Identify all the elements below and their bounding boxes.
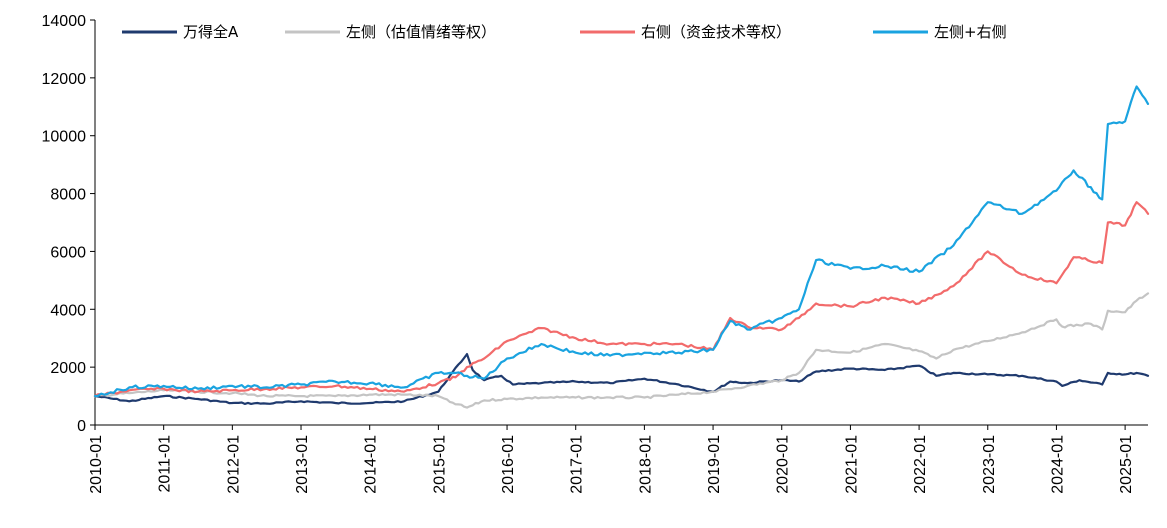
x-tick-label: 2010-01 — [88, 435, 105, 494]
legend-label: 左侧（估值情绪等权） — [346, 23, 496, 41]
y-tick-label: 6000 — [50, 244, 86, 261]
x-tick-label: 2018-01 — [637, 435, 654, 494]
x-tick-label: 2024-01 — [1049, 435, 1066, 494]
y-tick-label: 0 — [77, 418, 86, 435]
y-tick-label: 12000 — [42, 71, 87, 88]
x-tick-label: 2016-01 — [500, 435, 517, 494]
series-line-2 — [93, 201, 1150, 398]
x-tick-label: 2015-01 — [431, 435, 448, 494]
plot-area — [93, 85, 1150, 409]
x-tick-label: 2013-01 — [294, 435, 311, 494]
x-tick-label: 2019-01 — [706, 435, 723, 494]
legend-label: 万得全A — [183, 23, 239, 41]
x-tick-label: 2025-01 — [1118, 435, 1135, 494]
series-line-3 — [93, 85, 1150, 398]
y-tick-label: 10000 — [42, 129, 87, 146]
legend-label: 左侧+右侧 — [934, 23, 1007, 41]
legend-label: 右侧（资金技术等权） — [641, 23, 791, 41]
x-tick-label: 2021-01 — [843, 435, 860, 494]
x-tick-label: 2022-01 — [912, 435, 929, 494]
y-tick-label: 2000 — [50, 360, 86, 377]
legend: 万得全A 左侧（估值情绪等权） 右侧（资金技术等权） 左侧+右侧 — [122, 23, 1007, 41]
y-axis: 0 2000 4000 6000 8000 10000 12000 14000 — [42, 13, 96, 435]
series-line-0 — [93, 353, 1150, 405]
y-tick-label: 14000 — [42, 13, 87, 30]
x-axis: 2010-01 2011-01 2012-01 2013-01 2014-01 2015-… — [88, 424, 1148, 494]
x-tick-label: 2011-01 — [157, 435, 174, 493]
x-tick-label: 2012-01 — [225, 435, 242, 494]
x-tick-label: 2023-01 — [981, 435, 998, 494]
x-tick-label: 2020-01 — [775, 435, 792, 494]
series-line-1 — [93, 292, 1150, 409]
x-tick-label: 2014-01 — [363, 435, 380, 494]
y-tick-label: 8000 — [50, 187, 86, 204]
y-tick-label: 4000 — [50, 302, 86, 319]
x-tick-label: 2017-01 — [569, 435, 586, 494]
